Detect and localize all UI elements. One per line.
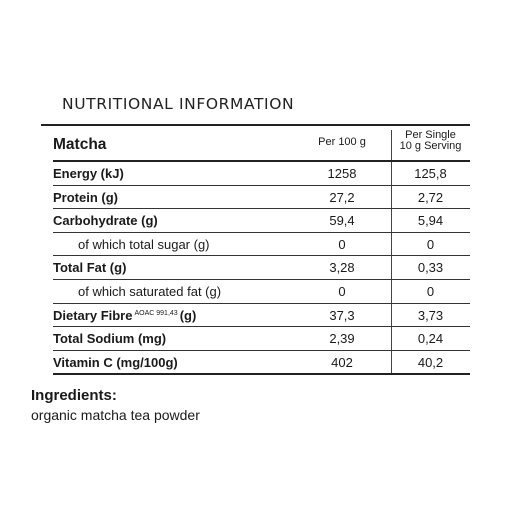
table-header-row: Matcha Per 100 g Per Single 10 g Serving: [53, 127, 470, 162]
per-100g-value: 0: [338, 236, 346, 252]
column-divider: [391, 209, 392, 232]
per-serving-value: 2,72: [417, 189, 444, 205]
per-100g-value: 0: [338, 283, 346, 299]
per-100g-value: 59,4: [329, 213, 355, 229]
per-serving-value: 0: [426, 236, 435, 252]
ingredients-text: organic matcha tea powder: [31, 407, 200, 423]
table-row: Carbohydrate (g) 59,4 5,94: [53, 209, 470, 233]
ingredients-title: Ingredients:: [31, 387, 117, 404]
per-100g-value: 2,39: [329, 331, 355, 347]
nutrient-label: Protein (g): [53, 189, 118, 205]
panel-title: NUTRITIONAL INFORMATION: [62, 95, 295, 113]
table-row: Total Fat (g) 3,28 0,33: [53, 256, 470, 280]
nutrient-label: Vitamin C (mg/100g): [53, 354, 178, 370]
nutrient-label-unit: (g): [179, 307, 197, 323]
per-100g-value: 3,28: [329, 260, 355, 276]
nutrient-label: Total Sodium (mg): [53, 331, 167, 347]
per-serving-value: 125,8: [414, 166, 447, 181]
nutrient-label-text: Dietary Fibre: [53, 307, 133, 323]
nutrient-sublabel: of which saturated fat (g): [78, 283, 222, 299]
per-serving-header-line1: Per Single: [405, 129, 456, 141]
column-divider: [391, 327, 392, 350]
column-divider: [391, 130, 392, 160]
nutrient-label: Dietary Fibre AOAC 991,43 (g): [53, 308, 196, 323]
column-divider: [391, 279, 392, 303]
table-row: of which saturated fat (g) 0 0: [53, 279, 470, 304]
column-divider: [391, 185, 392, 209]
nutrient-label: Energy (kJ): [53, 166, 124, 181]
table-row: of which total sugar (g) 0 0: [53, 232, 470, 257]
per-serving-value: 5,94: [417, 213, 444, 229]
top-divider: [41, 124, 470, 126]
per-serving-value: 0: [426, 283, 435, 299]
table-row: Energy (kJ) 1258 125,8: [53, 162, 470, 186]
method-note: AOAC 991,43: [134, 309, 178, 317]
column-divider: [391, 303, 392, 327]
nutrient-label: Carbohydrate (g): [53, 213, 158, 229]
per-100g-value: 37,3: [329, 307, 355, 323]
table-row: Dietary Fibre AOAC 991,43 (g) 37,3 3,73: [53, 303, 470, 328]
per-serving-value: 0,24: [417, 331, 444, 347]
table-row: Protein (g) 27,2 2,72: [53, 185, 470, 210]
column-divider: [391, 232, 392, 256]
per-100g-value: 402: [331, 354, 353, 370]
per-100g-header: Per 100 g: [318, 136, 366, 148]
column-divider: [391, 350, 392, 374]
per-100g-value: 27,2: [329, 189, 355, 205]
per-serving-header-line2: 10 g Serving: [399, 140, 462, 152]
per-serving-value: 3,73: [417, 307, 444, 323]
table-row: Vitamin C (mg/100g) 402 40,2: [53, 350, 470, 376]
per-100g-value: 1258: [327, 166, 357, 181]
per-serving-header: Per Single 10 g Serving: [391, 130, 470, 152]
nutrient-label: Total Fat (g): [53, 260, 127, 276]
product-name: Matcha: [53, 136, 107, 153]
nutrient-sublabel: of which total sugar (g): [78, 236, 210, 252]
per-serving-value: 0,33: [417, 260, 444, 276]
column-divider: [391, 162, 392, 185]
column-divider: [391, 256, 392, 279]
table-row: Total Sodium (mg) 2,39 0,24: [53, 327, 470, 351]
nutrition-table: Matcha Per 100 g Per Single 10 g Serving…: [53, 127, 470, 376]
per-serving-value: 40,2: [417, 354, 444, 370]
